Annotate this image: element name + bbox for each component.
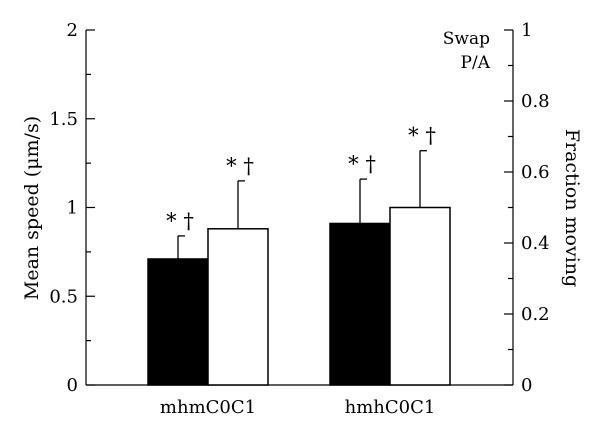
left-y-axis: 0 0.5 1 1.5 2 [49, 20, 95, 396]
right-tick-label: 1 [521, 20, 532, 41]
significance-marker: * † [348, 152, 376, 176]
left-y-axis-label: Mean speed (μm/s) [21, 116, 43, 300]
legend-line-1: Swap [443, 29, 490, 49]
legend-line-2: P/A [461, 53, 491, 73]
error-bars [177, 150, 427, 259]
significance-annotations: * † * † * † * † [166, 124, 436, 233]
bars [147, 206, 451, 386]
left-tick-label: 0.5 [49, 286, 78, 307]
left-tick-label: 1.5 [49, 109, 78, 130]
right-y-axis: 0 0.2 0.4 0.6 0.8 1 [504, 20, 550, 396]
significance-marker: * † [226, 154, 254, 178]
left-tick-label: 1 [67, 198, 78, 219]
left-tick-label: 0 [67, 375, 78, 396]
right-tick-label: 0.4 [521, 233, 550, 254]
right-tick-label: 0.2 [521, 304, 550, 325]
right-tick-label: 0.6 [521, 162, 550, 183]
right-y-axis-label: Fraction moving [561, 129, 583, 287]
significance-marker: * † [408, 124, 436, 148]
right-tick-label: 0.8 [521, 91, 550, 112]
bar [389, 206, 451, 386]
left-tick-label: 2 [67, 20, 78, 41]
bar [329, 222, 391, 386]
bar [207, 228, 269, 386]
bar [147, 258, 209, 386]
significance-marker: * † [166, 209, 194, 233]
category-label: mhmC0C1 [160, 397, 256, 418]
right-tick-label: 0 [521, 375, 532, 396]
category-label: hmhC0C1 [345, 397, 436, 418]
x-axis-category-labels: mhmC0C1 hmhC0C1 [160, 397, 435, 418]
legend: Swap P/A [443, 29, 491, 73]
